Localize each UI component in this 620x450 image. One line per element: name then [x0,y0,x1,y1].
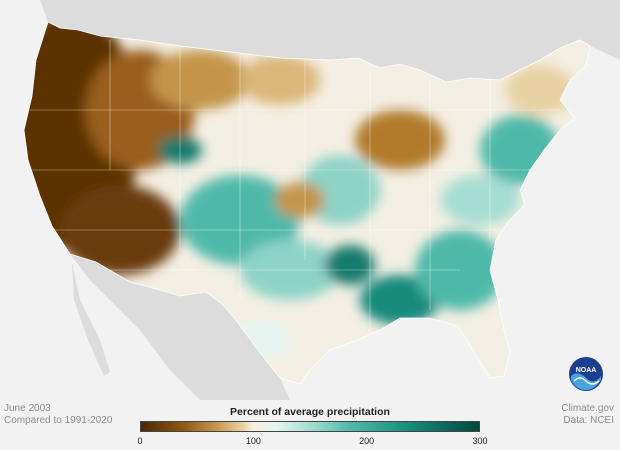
noaa-logo-icon: NOAA [569,357,603,391]
mexico-land [70,254,290,400]
legend-tick: 200 [359,436,375,446]
data-source-label: Data: NCEI [563,415,614,426]
legend-tick: 100 [245,436,261,446]
legend-title: Percent of average precipitation [230,406,390,418]
noaa-logo-label: NOAA [576,367,597,374]
legend-tick: 0 [137,436,143,446]
baja-peninsula [72,262,110,376]
canada-land [30,0,620,82]
credit-label: Climate.gov [561,403,614,414]
map-date: June 2003 [4,403,51,414]
legend-tick: 300 [472,436,488,446]
precipitation-field [24,22,590,384]
legend-color-bar [140,421,480,432]
us-outline [23,21,591,385]
precipitation-map [23,0,620,400]
comparison-period: Compared to 1991-2020 [4,415,113,426]
